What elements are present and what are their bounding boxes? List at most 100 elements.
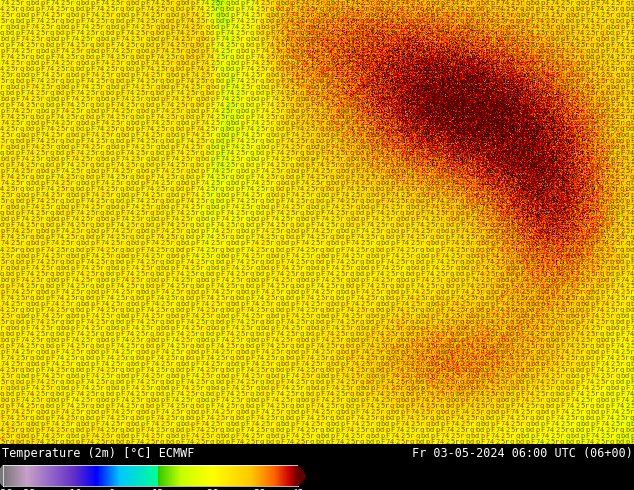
Text: 2: 2 bbox=[405, 307, 410, 313]
Text: F: F bbox=[385, 252, 389, 259]
Text: 4: 4 bbox=[115, 409, 119, 415]
Text: p: p bbox=[50, 108, 55, 114]
Text: d: d bbox=[305, 337, 309, 343]
Text: p: p bbox=[590, 60, 594, 66]
Text: 4: 4 bbox=[5, 241, 10, 246]
Text: d: d bbox=[335, 361, 339, 367]
Text: d: d bbox=[280, 66, 284, 72]
Text: r: r bbox=[305, 138, 309, 144]
Text: 4: 4 bbox=[195, 12, 199, 18]
Text: d: d bbox=[30, 6, 34, 12]
Text: 2: 2 bbox=[70, 169, 74, 174]
Text: q: q bbox=[360, 379, 365, 385]
Text: 5: 5 bbox=[490, 331, 495, 337]
Text: q: q bbox=[60, 78, 64, 84]
Text: d: d bbox=[515, 325, 519, 331]
Text: 2: 2 bbox=[450, 373, 454, 379]
Text: 7: 7 bbox=[75, 90, 79, 96]
Text: q: q bbox=[205, 84, 209, 90]
Text: d: d bbox=[345, 48, 349, 54]
Text: d: d bbox=[35, 361, 39, 367]
Text: 4: 4 bbox=[70, 102, 74, 108]
Text: 5: 5 bbox=[565, 0, 569, 6]
Text: 4: 4 bbox=[50, 66, 55, 72]
Text: 7: 7 bbox=[475, 331, 479, 337]
Text: 5: 5 bbox=[35, 397, 39, 403]
Text: F: F bbox=[315, 337, 320, 343]
Text: 7: 7 bbox=[95, 367, 100, 373]
Text: 2: 2 bbox=[470, 169, 474, 174]
Text: 5: 5 bbox=[180, 162, 184, 169]
Text: d: d bbox=[365, 385, 369, 391]
Text: 7: 7 bbox=[190, 12, 194, 18]
Text: p: p bbox=[70, 204, 74, 210]
Text: p: p bbox=[585, 367, 589, 373]
Text: 5: 5 bbox=[245, 325, 249, 331]
Text: 4: 4 bbox=[300, 126, 304, 132]
Text: p: p bbox=[125, 78, 129, 84]
Text: F: F bbox=[545, 120, 549, 126]
Text: F: F bbox=[545, 180, 549, 186]
Text: d: d bbox=[260, 150, 264, 156]
Text: 5: 5 bbox=[305, 373, 309, 379]
Text: 7: 7 bbox=[445, 427, 450, 433]
Text: F: F bbox=[140, 66, 145, 72]
Text: q: q bbox=[170, 246, 174, 252]
Text: 5: 5 bbox=[420, 355, 424, 361]
Text: F: F bbox=[465, 397, 469, 403]
Text: 2: 2 bbox=[0, 252, 4, 259]
Text: b: b bbox=[155, 331, 159, 337]
Text: F: F bbox=[565, 96, 569, 102]
Text: p: p bbox=[125, 379, 129, 385]
Text: b: b bbox=[515, 78, 519, 84]
Text: b: b bbox=[370, 12, 374, 18]
Text: 2: 2 bbox=[80, 156, 84, 162]
Text: 5: 5 bbox=[35, 96, 39, 102]
Text: 2: 2 bbox=[335, 90, 339, 96]
Text: 2: 2 bbox=[130, 276, 134, 283]
Text: F: F bbox=[275, 385, 279, 391]
Text: q: q bbox=[570, 427, 574, 433]
Text: 4: 4 bbox=[620, 222, 624, 228]
Text: 5: 5 bbox=[175, 349, 179, 355]
Text: 2: 2 bbox=[290, 144, 294, 150]
Text: q: q bbox=[290, 283, 294, 289]
Text: r: r bbox=[70, 0, 74, 6]
Text: 7: 7 bbox=[230, 24, 234, 30]
Text: F: F bbox=[215, 397, 219, 403]
Text: 4: 4 bbox=[335, 265, 339, 270]
Text: r: r bbox=[150, 144, 154, 150]
Text: r: r bbox=[215, 186, 219, 193]
Text: b: b bbox=[170, 72, 174, 78]
Text: 5: 5 bbox=[295, 84, 299, 90]
Text: q: q bbox=[85, 289, 89, 294]
Text: 4: 4 bbox=[410, 54, 414, 60]
Text: b: b bbox=[530, 120, 534, 126]
Text: r: r bbox=[580, 349, 585, 355]
Text: q: q bbox=[255, 24, 259, 30]
Text: 5: 5 bbox=[385, 156, 389, 162]
Text: r: r bbox=[595, 150, 599, 156]
Text: 7: 7 bbox=[15, 343, 19, 349]
Text: r: r bbox=[365, 126, 369, 132]
Text: 5: 5 bbox=[415, 120, 419, 126]
Text: 7: 7 bbox=[190, 193, 194, 198]
Text: 7: 7 bbox=[535, 439, 540, 445]
Text: q: q bbox=[475, 0, 479, 6]
Text: q: q bbox=[115, 252, 119, 259]
Text: F: F bbox=[260, 403, 264, 409]
Text: d: d bbox=[195, 48, 199, 54]
Text: p: p bbox=[605, 42, 609, 48]
Text: 5: 5 bbox=[310, 367, 314, 373]
Text: 2: 2 bbox=[590, 204, 594, 210]
Text: 2: 2 bbox=[450, 433, 454, 439]
Text: 5: 5 bbox=[595, 204, 599, 210]
Text: 2: 2 bbox=[230, 156, 234, 162]
Text: b: b bbox=[460, 385, 464, 391]
Text: 5: 5 bbox=[50, 379, 55, 385]
Text: 4: 4 bbox=[305, 241, 309, 246]
Text: q: q bbox=[580, 235, 585, 241]
Text: d: d bbox=[415, 265, 419, 270]
Text: b: b bbox=[260, 385, 264, 391]
Text: 4: 4 bbox=[345, 193, 349, 198]
